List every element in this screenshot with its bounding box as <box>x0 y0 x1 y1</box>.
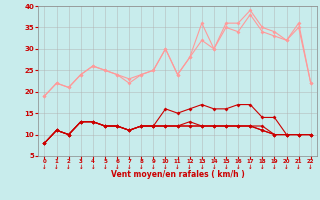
X-axis label: Vent moyen/en rafales ( km/h ): Vent moyen/en rafales ( km/h ) <box>111 170 244 179</box>
